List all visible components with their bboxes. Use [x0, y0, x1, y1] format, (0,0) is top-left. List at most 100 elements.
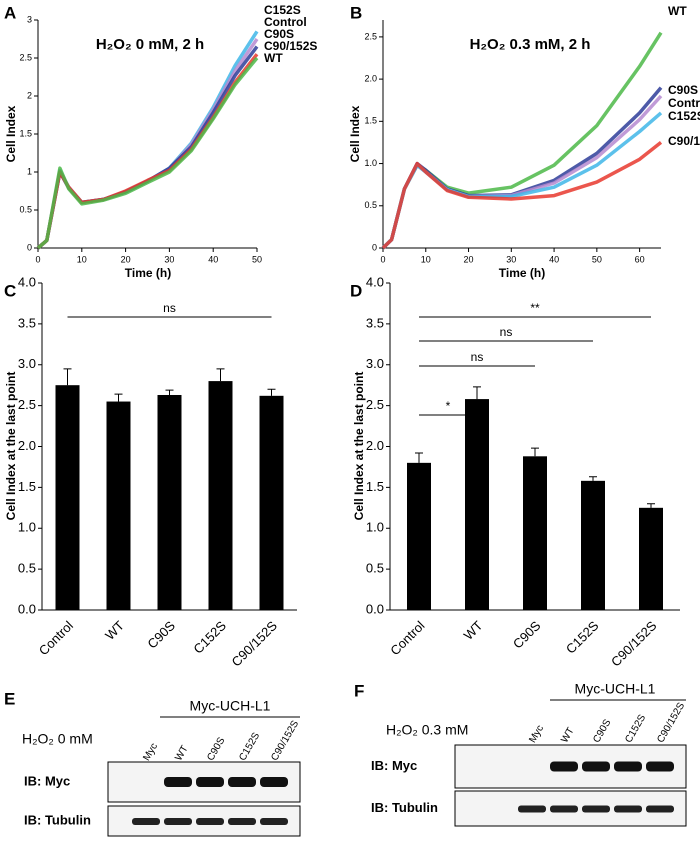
x-tick-label: C152S	[563, 618, 602, 657]
series-line	[381, 86, 663, 250]
y-tick-label: 3.5	[18, 315, 36, 330]
band	[646, 761, 674, 772]
lane-label: WT	[559, 726, 576, 745]
y-tick-label: 0	[372, 242, 377, 252]
y-tick-label: 1.5	[364, 116, 377, 126]
bar	[523, 456, 547, 610]
lane-label: C90/152S	[269, 719, 301, 763]
y-tick-label: 3.5	[366, 315, 384, 330]
error-bar	[165, 389, 174, 395]
x-axis-label: Time (h)	[125, 266, 171, 280]
lane-label: C90S	[205, 735, 227, 762]
band	[132, 818, 160, 825]
western-blot: F H₂O₂ 0.3 mM Myc-UCH-L1 IB: Myc IB: Tubulin…	[354, 681, 687, 827]
panel: C Cell Index at the last point 0.0 0.5 1.0 1.…	[4, 274, 297, 669]
band	[164, 818, 192, 825]
y-tick-label: 0.5	[366, 561, 384, 576]
lane-label: C152S	[237, 731, 262, 763]
x-tick-label: C90S	[144, 618, 178, 652]
error-bar	[589, 476, 597, 481]
x-tick-label: 0	[380, 254, 385, 264]
legend-label: WT	[264, 51, 283, 65]
legend-label: C152S	[264, 3, 301, 17]
group-label: Myc-UCH-L1	[190, 698, 271, 714]
legend-label: C90S	[668, 83, 698, 97]
x-tick-label: 20	[464, 254, 474, 264]
x-tick-label: C152S	[190, 618, 229, 657]
panel: B Cell Index 0 0.5 1.0 1.5 2.0 2.5 H₂O₂ 0.3 mM, …	[348, 3, 700, 280]
band	[196, 818, 224, 825]
y-tick-label: 2.0	[366, 438, 384, 453]
condition-label: H₂O₂ 0 mM	[22, 731, 93, 747]
bar	[407, 462, 431, 610]
y-axis-label: Cell Index	[348, 105, 362, 162]
band	[614, 805, 642, 813]
series-line	[381, 31, 663, 250]
y-tick-label: 1.5	[19, 128, 32, 138]
y-tick-label: 2.5	[364, 31, 377, 41]
band	[582, 805, 610, 813]
x-tick-label: 10	[421, 254, 431, 264]
y-tick-label: 4.0	[18, 274, 36, 289]
y-axis-label: Cell Index at the last point	[352, 372, 366, 521]
y-tick-label: 1.0	[18, 520, 36, 535]
y-tick-label: 1.0	[364, 158, 377, 168]
bar	[639, 507, 663, 610]
legend-label: WT	[668, 4, 687, 18]
y-tick-label: 2.5	[18, 397, 36, 412]
group-label: Myc-UCH-L1	[575, 681, 656, 697]
y-tick-label: 0.5	[19, 204, 32, 214]
band	[228, 818, 256, 825]
x-tick-label: Control	[36, 618, 76, 658]
row-label: IB: Myc	[371, 758, 417, 773]
legend-label: C90/152S	[264, 39, 317, 53]
band	[164, 777, 192, 787]
y-tick-label: 2.0	[18, 438, 36, 453]
panel-letter: A	[4, 3, 16, 22]
band	[228, 777, 256, 787]
x-tick-label: 30	[506, 254, 516, 264]
panel: D Cell Index at the last point 0.0 0.5 1.0 1.…	[350, 274, 680, 669]
band	[614, 761, 642, 772]
panel: A Cell Index 0 0.5 1 1.5 2 2.5 3 H₂O₂ 0 mM, 2 h Ti…	[4, 3, 317, 280]
y-tick-label: 1.5	[18, 479, 36, 494]
band	[550, 761, 578, 772]
y-tick-label: 2	[27, 90, 32, 100]
y-tick-label: 0.0	[18, 601, 36, 616]
x-tick-label: 60	[635, 254, 645, 264]
lane-label: C90/152S	[655, 701, 687, 745]
x-tick-label: 10	[77, 254, 87, 264]
series-line	[36, 45, 259, 250]
y-tick-label: 3.0	[18, 356, 36, 371]
band	[550, 805, 578, 813]
chart-title: H₂O₂ 0.3 mM, 2 h	[470, 36, 591, 53]
x-tick-label: 40	[549, 254, 559, 264]
condition-label: H₂O₂ 0.3 mM	[386, 722, 468, 738]
panel-letter: D	[350, 281, 362, 300]
row-label: IB: Tubulin	[24, 812, 91, 827]
significance-label: ns	[500, 325, 513, 339]
bar	[581, 480, 605, 610]
significance-label: *	[446, 399, 451, 413]
lane-label: Myc	[527, 723, 546, 744]
lane-label: Myc	[141, 741, 160, 762]
legend-label: Control	[264, 15, 307, 29]
panel-letter: B	[350, 3, 362, 22]
bar	[106, 401, 131, 610]
y-tick-label: 3.0	[366, 356, 384, 371]
significance-label: ns	[471, 350, 484, 364]
bar	[259, 395, 284, 610]
band	[260, 818, 288, 825]
y-tick-label: 4.0	[366, 274, 384, 289]
y-tick-label: 0.5	[18, 561, 36, 576]
error-bar	[114, 393, 123, 402]
x-axis-label: Time (h)	[499, 266, 545, 280]
x-tick-label: 20	[121, 254, 131, 264]
series-line	[36, 56, 259, 250]
band	[260, 777, 288, 787]
bar	[157, 394, 182, 610]
legend-label: C152S	[668, 109, 700, 123]
panel-letter: C	[4, 281, 16, 300]
panel-letter: E	[4, 689, 15, 708]
lane-label: C152S	[623, 713, 648, 745]
